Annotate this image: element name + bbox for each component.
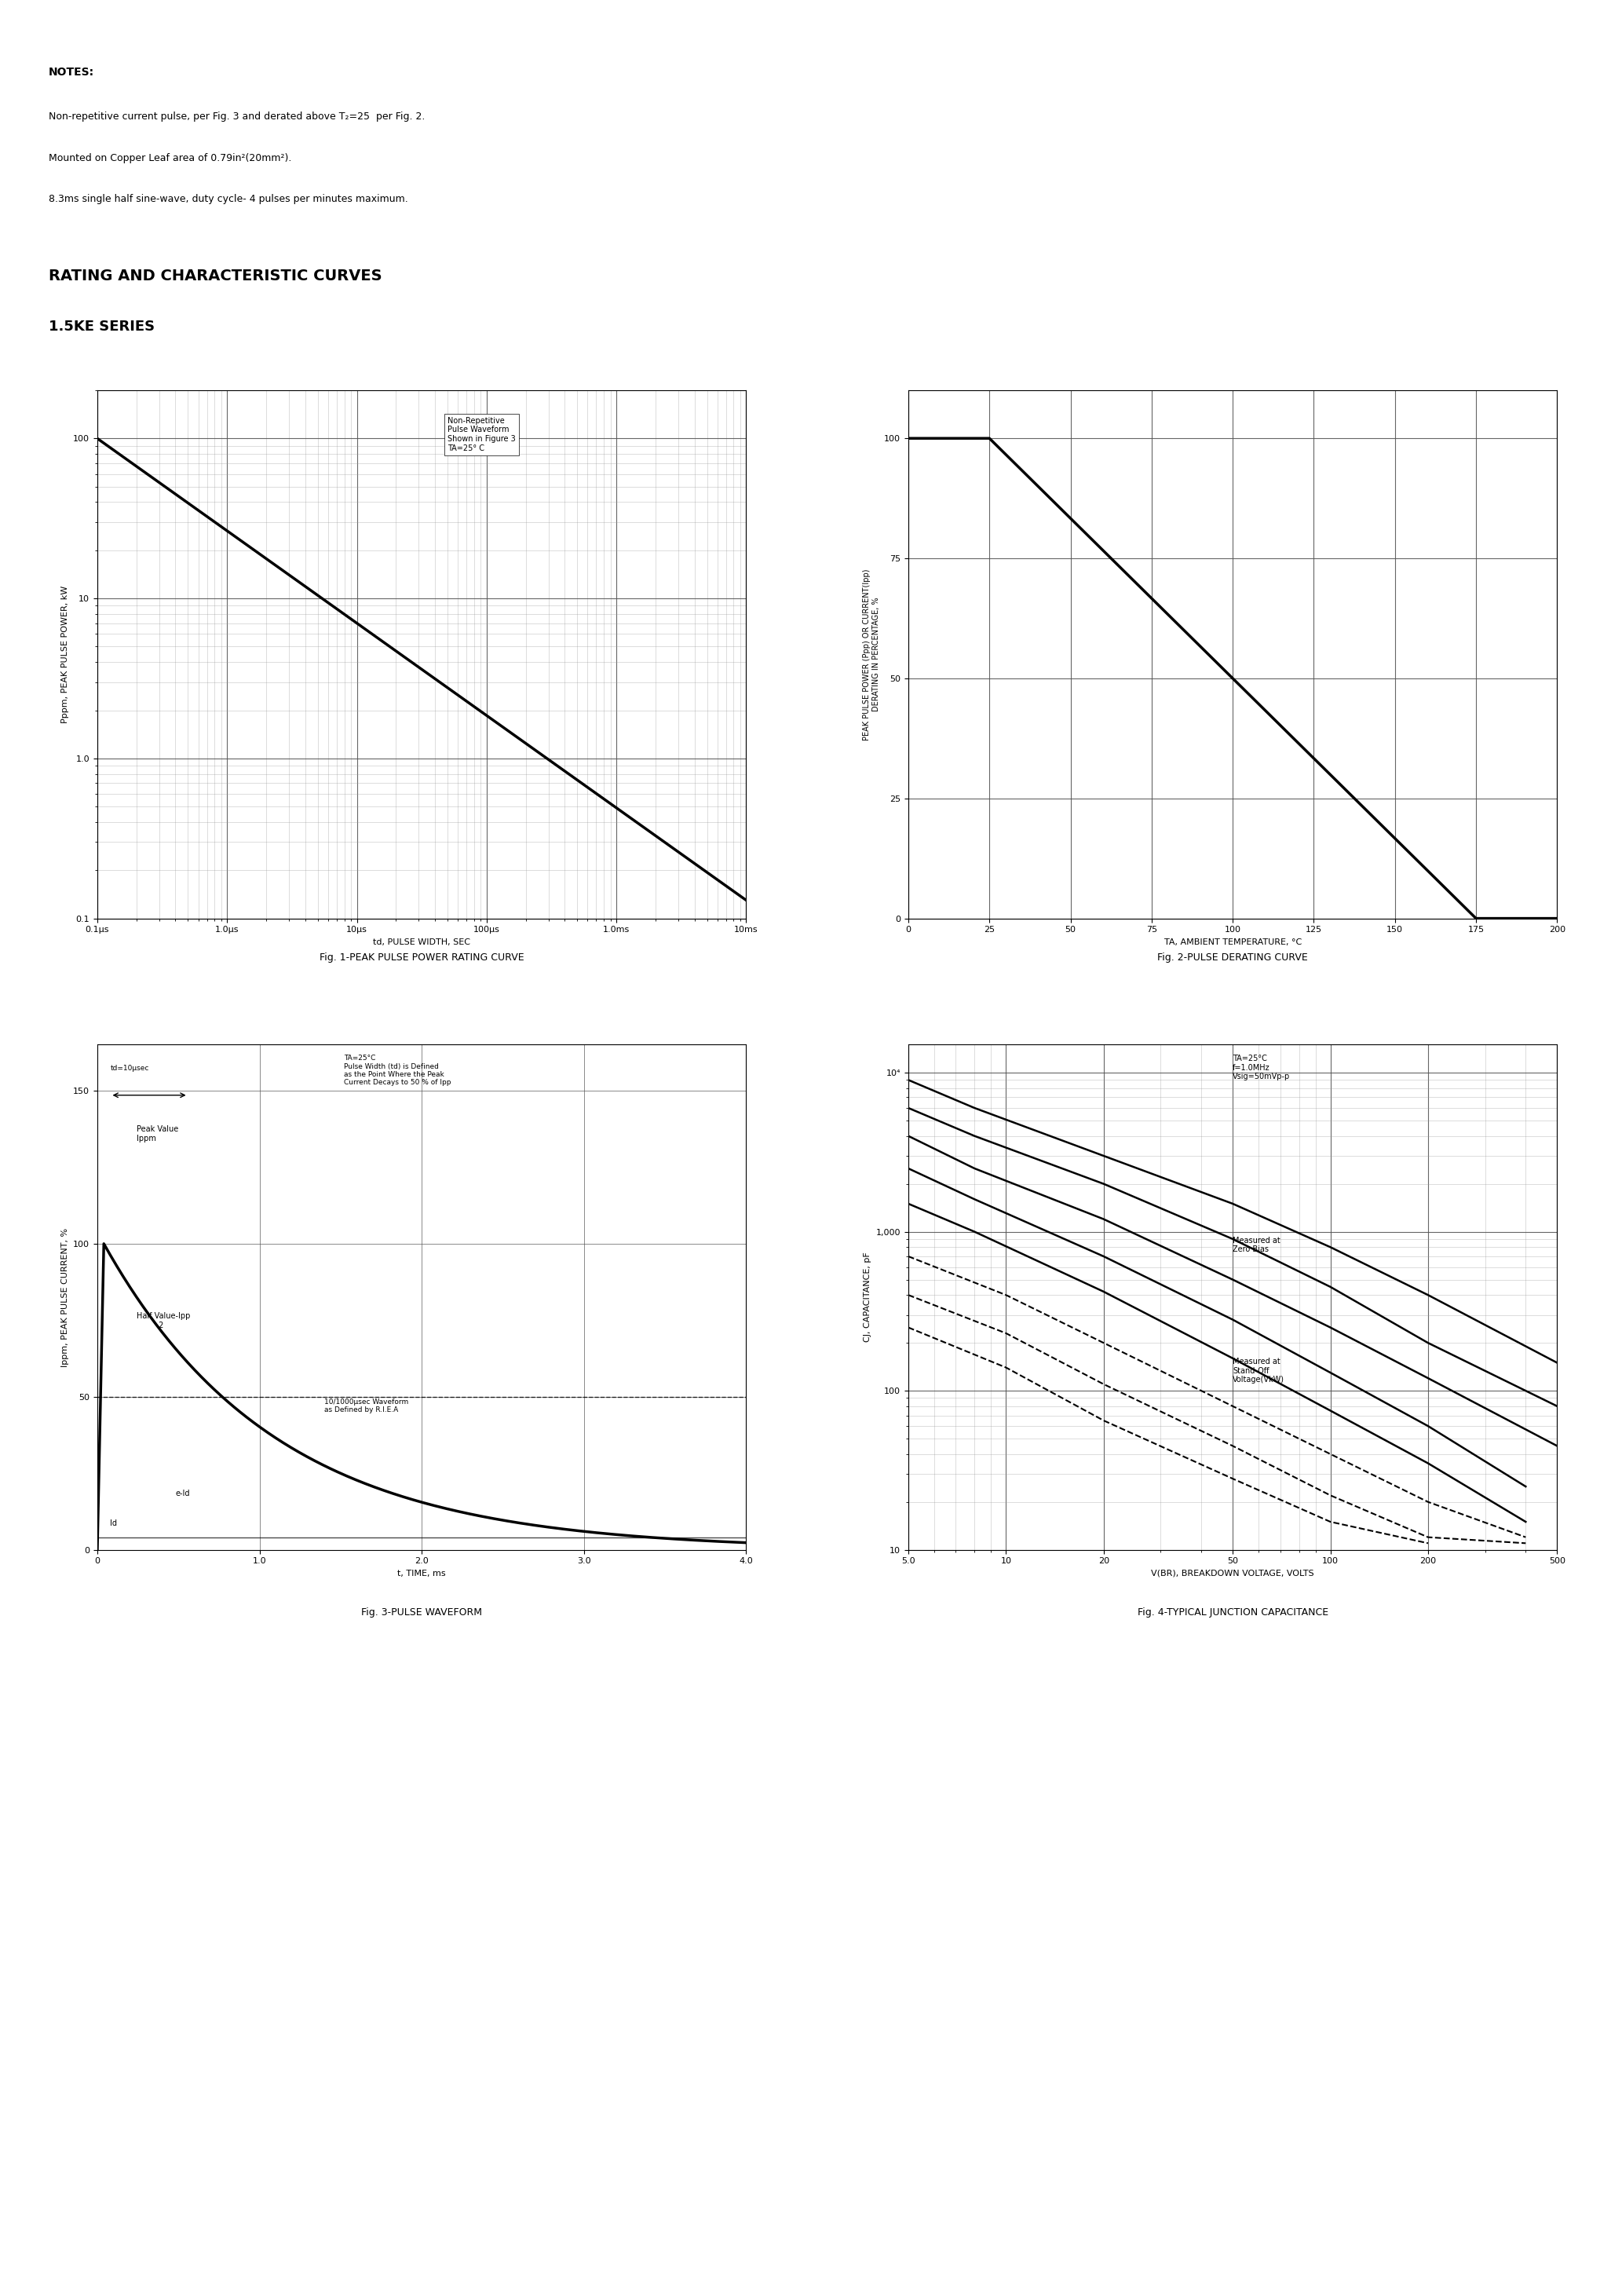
Text: Fig. 1-PEAK PULSE POWER RATING CURVE: Fig. 1-PEAK PULSE POWER RATING CURVE <box>320 953 524 962</box>
Text: Fig. 3-PULSE WAVEFORM: Fig. 3-PULSE WAVEFORM <box>362 1607 482 1616</box>
Y-axis label: PEAK PULSE POWER (Ppp) OR CURRENT(Ipp)
DERATING IN PERCENTAGE, %: PEAK PULSE POWER (Ppp) OR CURRENT(Ipp) D… <box>863 569 879 739</box>
Y-axis label: Pppm, PEAK PULSE POWER, kW: Pppm, PEAK PULSE POWER, kW <box>62 585 68 723</box>
Text: Half Value-Ipp
         2: Half Value-Ipp 2 <box>136 1313 190 1329</box>
Text: 10/1000μsec Waveform
as Defined by R.I.E.A: 10/1000μsec Waveform as Defined by R.I.E… <box>324 1398 409 1414</box>
X-axis label: t, TIME, ms: t, TIME, ms <box>397 1570 446 1577</box>
Text: TA=25°C
Pulse Width (td) is Defined
as the Point Where the Peak
Current Decays t: TA=25°C Pulse Width (td) is Defined as t… <box>344 1054 451 1086</box>
Text: TA=25°C
f=1.0MHz
Vsig=50mVp-p: TA=25°C f=1.0MHz Vsig=50mVp-p <box>1233 1054 1289 1081</box>
Text: e-Id: e-Id <box>175 1490 190 1497</box>
Text: td=10μsec: td=10μsec <box>110 1065 149 1072</box>
Text: 1.5KE SERIES: 1.5KE SERIES <box>49 319 154 333</box>
X-axis label: V(BR), BREAKDOWN VOLTAGE, VOLTS: V(BR), BREAKDOWN VOLTAGE, VOLTS <box>1152 1570 1314 1577</box>
Text: Mounted on Copper Leaf area of 0.79in²(20mm²).: Mounted on Copper Leaf area of 0.79in²(2… <box>49 154 292 163</box>
Text: Peak Value
Ippm: Peak Value Ippm <box>136 1125 178 1143</box>
Text: Measured at
Zero Bias: Measured at Zero Bias <box>1233 1238 1280 1254</box>
Text: Measured at
Stand-Off
Voltage(VkW): Measured at Stand-Off Voltage(VkW) <box>1233 1357 1285 1384</box>
X-axis label: td, PULSE WIDTH, SEC: td, PULSE WIDTH, SEC <box>373 939 470 946</box>
Text: 8.3ms single half sine-wave, duty cycle- 4 pulses per minutes maximum.: 8.3ms single half sine-wave, duty cycle-… <box>49 195 409 204</box>
Y-axis label: CJ, CAPACITANCE, pF: CJ, CAPACITANCE, pF <box>865 1251 871 1343</box>
Text: NOTES:: NOTES: <box>49 67 94 78</box>
Text: Id: Id <box>110 1520 117 1527</box>
Text: RATING AND CHARACTERISTIC CURVES: RATING AND CHARACTERISTIC CURVES <box>49 269 383 282</box>
Y-axis label: Ippm, PEAK PULSE CURRENT, %: Ippm, PEAK PULSE CURRENT, % <box>62 1228 68 1366</box>
Text: Non-Repetitive
Pulse Waveform
Shown in Figure 3
TA=25° C: Non-Repetitive Pulse Waveform Shown in F… <box>448 418 516 452</box>
Text: Fig. 2-PULSE DERATING CURVE: Fig. 2-PULSE DERATING CURVE <box>1158 953 1307 962</box>
X-axis label: TA, AMBIENT TEMPERATURE, °C: TA, AMBIENT TEMPERATURE, °C <box>1165 939 1301 946</box>
Text: Fig. 4-TYPICAL JUNCTION CAPACITANCE: Fig. 4-TYPICAL JUNCTION CAPACITANCE <box>1137 1607 1328 1616</box>
Text: Non-repetitive current pulse, per Fig. 3 and derated above T₂=25  per Fig. 2.: Non-repetitive current pulse, per Fig. 3… <box>49 113 425 122</box>
